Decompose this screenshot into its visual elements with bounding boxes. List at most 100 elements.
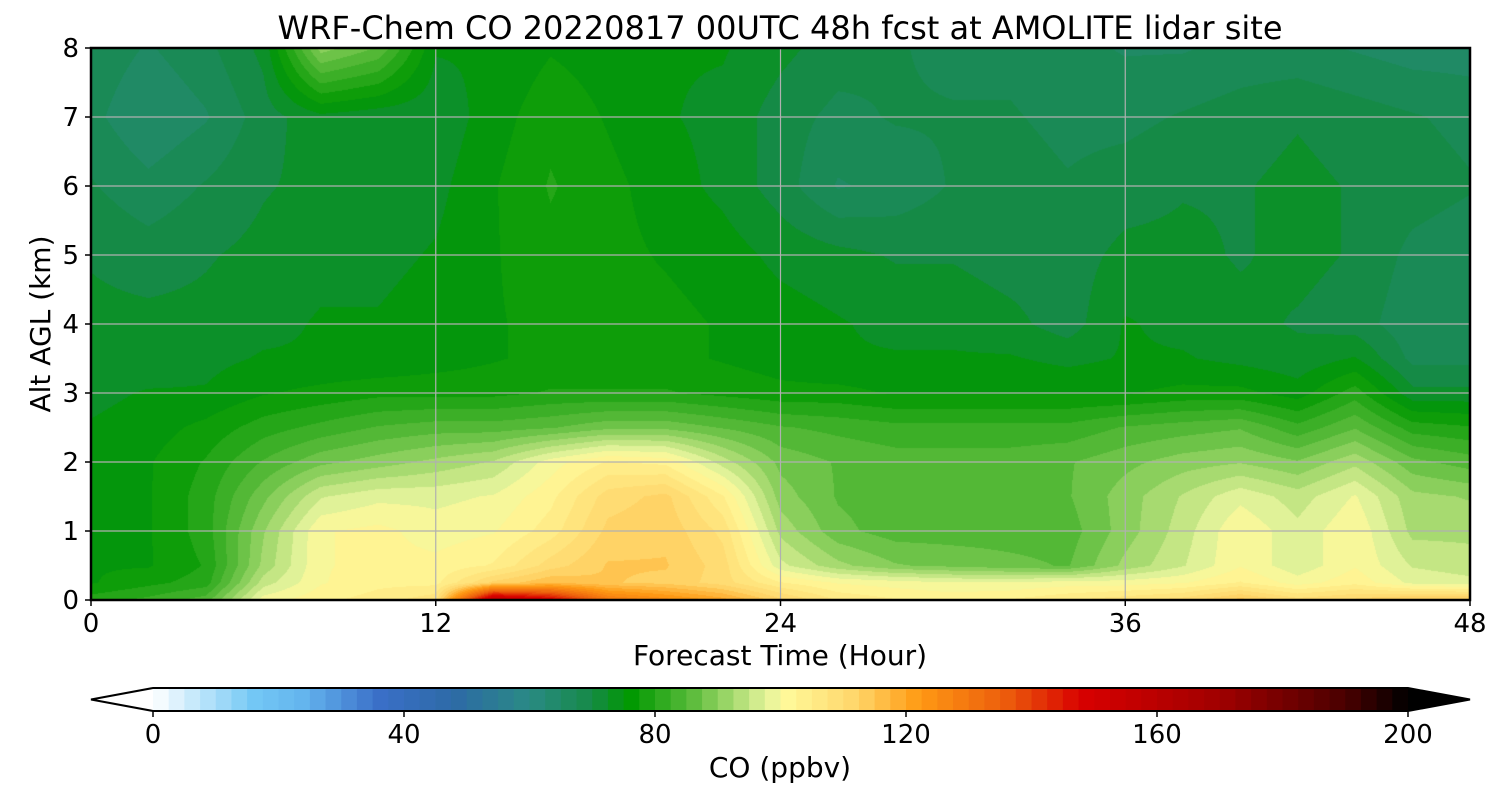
colorbar-swatch [733,688,750,711]
colorbar-swatch [372,688,389,711]
colorbar-swatch [921,688,938,711]
colorbar-swatch [1000,688,1017,711]
colorbar-swatch [717,688,735,711]
colorbar-swatch [1157,688,1174,711]
colorbar-swatch [309,688,327,711]
colorbar-swatch [576,688,593,711]
colorbar-swatch [247,688,264,711]
colorbar-swatch [1062,688,1080,711]
colorbar-ticks: 0 40 80 120 160 200 [145,711,1433,750]
colorbar-swatch [827,688,844,711]
colorbar-swatch [592,688,609,711]
colorbar-swatch [168,688,185,711]
colorbar-swatch [1094,688,1111,711]
colorbar-swatch [843,688,860,711]
chart-title: WRF-Chem CO 20220817 00UTC 48h fcst at A… [277,9,1282,47]
colorbar-swatch [670,688,687,711]
colorbar-swatch [1188,688,1205,711]
colorbar-swatch [1329,688,1346,711]
colorbar-swatch [200,688,217,711]
colorbar-swatch [607,688,625,711]
colorbar-swatch [482,688,499,711]
colorbar-swatch [498,688,515,711]
colorbar-swatches [153,688,1409,711]
colorbar-swatch [1141,688,1158,711]
colorbar-swatch [906,688,923,711]
colorbar-swatch [1015,688,1033,711]
gridlines [91,48,1470,600]
colorbar-swatch [545,688,562,711]
colorbar-swatch [874,688,891,711]
colorbar-swatch [404,688,421,711]
colorbar-swatch [890,688,907,711]
colorbar-swatch [1360,688,1378,711]
colorbar-swatch [1125,688,1142,711]
y-tick-label: 8 [62,34,79,64]
colorbar-swatch [702,688,719,711]
y-tick-label: 2 [62,448,79,478]
colorbar-extend-min [91,688,153,711]
colorbar-swatch [1392,688,1409,711]
colorbar-extend-max [1408,688,1470,711]
colorbar-tick-label: 120 [881,720,931,750]
colorbar-swatch [984,688,1001,711]
colorbar-swatch [1109,688,1127,711]
colorbar-tick-label: 160 [1132,720,1182,750]
colorbar-swatch [513,688,531,711]
colorbar-swatch [749,688,766,711]
colorbar-swatch [466,688,484,711]
y-axis-label: Alt AGL (km) [24,235,57,412]
colorbar-swatch [1078,688,1095,711]
colorbar-swatch [153,688,170,711]
y-tick-label: 3 [62,379,79,409]
y-tick-label: 0 [62,586,79,616]
colorbar-swatch [1172,688,1189,711]
colorbar-tick-label: 0 [145,720,162,750]
y-tick-label: 6 [62,172,79,202]
colorbar-label: CO (ppbv) [709,751,851,784]
colorbar: 0 40 80 120 160 200 [90,687,1471,750]
colorbar-swatch [451,688,468,711]
x-axis-label: Forecast Time (Hour) [633,639,927,672]
colorbar-swatch [937,688,954,711]
colorbar-swatch [388,688,405,711]
colorbar-swatch [1345,688,1362,711]
colorbar-swatch [639,688,656,711]
colorbar-swatch [1298,688,1315,711]
colorbar-swatch [529,688,546,711]
colorbar-swatch [294,688,311,711]
colorbar-swatch [655,688,672,711]
y-tick-label: 1 [62,517,79,547]
colorbar-swatch [215,688,233,711]
x-axis-ticks: 0 12 24 36 48 [83,600,1487,639]
colorbar-swatch [623,688,640,711]
colorbar-swatch [1282,688,1299,711]
x-tick-label: 12 [419,609,452,639]
colorbar-tick-label: 40 [387,720,420,750]
colorbar-swatch [764,688,782,711]
colorbar-swatch [419,688,436,711]
colorbar-swatch [325,688,342,711]
colorbar-swatch [1266,688,1284,711]
colorbar-swatch [1047,688,1064,711]
x-tick-label: 36 [1109,609,1142,639]
colorbar-swatch [968,688,986,711]
colorbar-swatch [560,688,578,711]
colorbar-swatch [184,688,201,711]
y-tick-label: 7 [62,103,79,133]
x-tick-label: 0 [83,609,100,639]
colorbar-swatch [858,688,876,711]
colorbar-swatch [953,688,970,711]
colorbar-swatch [262,688,280,711]
colorbar-swatch [1204,688,1221,711]
colorbar-swatch [278,688,295,711]
colorbar-tick-label: 200 [1383,720,1433,750]
colorbar-swatch [1251,688,1268,711]
colorbar-swatch [435,688,452,711]
x-tick-label: 24 [764,609,797,639]
y-tick-label: 5 [62,241,79,271]
y-tick-label: 4 [62,310,79,340]
x-tick-label: 48 [1453,609,1486,639]
